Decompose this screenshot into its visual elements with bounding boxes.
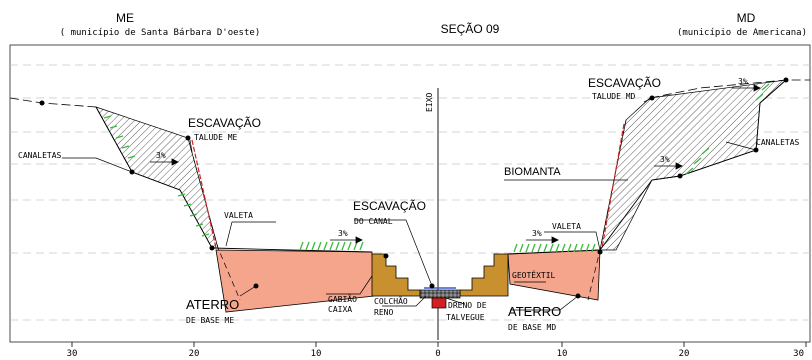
label-escavacao-talude-md: ESCAVAÇÃO xyxy=(588,76,661,90)
label-canaletas-left: CANALETAS xyxy=(18,151,62,160)
scale-tick-label: 20 xyxy=(679,349,690,359)
right-municipality: (município de Americana) xyxy=(677,28,807,38)
leader-lines xyxy=(62,97,757,311)
scale-tick-label: 30 xyxy=(793,349,804,359)
slope-line-left xyxy=(95,106,373,253)
label-escavacao-canal: ESCAVAÇÃO xyxy=(353,199,426,213)
label-talvegue: TALVEGUE xyxy=(446,313,485,322)
gabiao-right xyxy=(459,253,509,297)
colchao-reno xyxy=(419,289,461,299)
label-biomanta: BIOMANTA xyxy=(504,166,561,178)
scale-ruler xyxy=(71,342,807,347)
slope-label-right-upper: 3% xyxy=(738,77,748,86)
axis-label: EIXO xyxy=(425,93,434,112)
scale-tick-label: 0 xyxy=(435,349,440,359)
slope-label-left-upper: 3% xyxy=(156,151,166,160)
slope-label-left-lower: 3% xyxy=(338,229,348,238)
label-do-canal: DO CANAL xyxy=(354,217,393,226)
excavation-talude-md-area xyxy=(599,79,788,251)
label-valeta-right: VALETA xyxy=(552,222,581,231)
label-talude-md: TALUDE MD xyxy=(592,92,636,101)
section-title: SEÇÃO 09 xyxy=(441,22,500,36)
label-aterro-me-sub: DE BASE ME xyxy=(186,316,234,325)
terrain-profile-right xyxy=(649,79,810,99)
scale-tick-label: 10 xyxy=(557,349,568,359)
label-colchao: COLCHÃO xyxy=(374,296,408,306)
label-aterro-me: ATERRO xyxy=(186,297,239,312)
slope-label-right-mid: 3% xyxy=(660,155,670,164)
label-gabiao: GABIÃO xyxy=(328,294,357,304)
label-aterro-md: ATERRO xyxy=(508,304,561,319)
label-talude-me: TALUDE ME xyxy=(194,133,238,142)
key-points xyxy=(39,77,789,299)
label-reno: RENO xyxy=(374,308,393,317)
scale-tick-label: 30 xyxy=(67,349,78,359)
label-caixa: CAIXA xyxy=(328,305,352,314)
left-municipality: ( município de Santa Bárbara D'oeste) xyxy=(60,28,260,38)
label-valeta-left: VALETA xyxy=(224,211,253,220)
label-escavacao-talude-me: ESCAVAÇÃO xyxy=(188,116,261,130)
slope-label-right-lower: 3% xyxy=(532,229,542,238)
label-aterro-md-sub: DE BASE MD xyxy=(508,323,556,332)
right-side-title: MD xyxy=(737,11,756,25)
vegetation-marks xyxy=(103,83,770,253)
dreno-talvegue xyxy=(431,297,447,309)
left-side-title: ME xyxy=(116,11,134,25)
label-canaletas-right: CANALETAS xyxy=(756,138,800,147)
label-geotextil: GEOTÊXTIL xyxy=(512,269,556,280)
drawing-frame xyxy=(9,44,811,343)
slope-arrows xyxy=(150,84,761,244)
label-dreno: DRENO DE xyxy=(448,301,487,310)
scale-tick-label: 20 xyxy=(189,349,200,359)
red-slope-left xyxy=(191,139,217,249)
scale-tick-label: 10 xyxy=(311,349,322,359)
gabiao-left xyxy=(371,253,421,297)
